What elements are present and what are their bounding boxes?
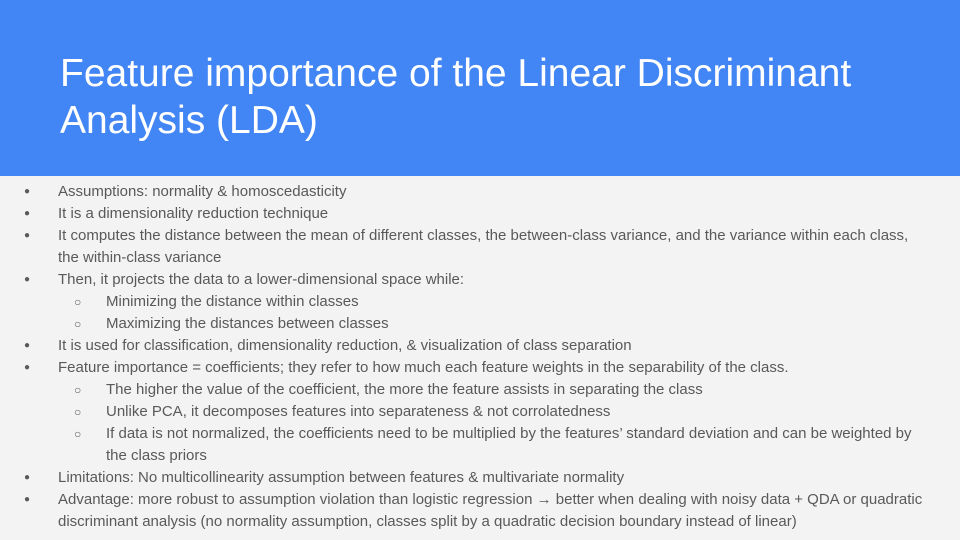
slide-body: Assumptions: normality & homoscedasticit… (0, 181, 960, 533)
bullet-item: It computes the distance between the mea… (0, 225, 960, 269)
bullet-item: Feature importance = coefficients; they … (0, 357, 960, 379)
bullet-item: Assumptions: normality & homoscedasticit… (0, 181, 960, 203)
bullet-item: Limitations: No multicollinearity assump… (0, 467, 960, 489)
sub-bullet-item: Unlike PCA, it decomposes features into … (0, 401, 960, 423)
bullet-item: It is used for classification, dimension… (0, 335, 960, 357)
sub-bullet-item: Minimizing the distance within classes (0, 291, 960, 313)
bullet-item: Advantage: more robust to assumption vio… (0, 489, 960, 533)
sub-bullet-item: The higher the value of the coefficient,… (0, 379, 960, 401)
bullet-item: It is a dimensionality reduction techniq… (0, 203, 960, 225)
bullet-list: Assumptions: normality & homoscedasticit… (0, 181, 960, 533)
sub-bullet-item: If data is not normalized, the coefficie… (0, 423, 960, 467)
title-banner: Feature importance of the Linear Discrim… (0, 0, 960, 176)
sub-bullet-item: Maximizing the distances between classes (0, 313, 960, 335)
bullet-item: Then, it projects the data to a lower-di… (0, 269, 960, 291)
slide-title: Feature importance of the Linear Discrim… (60, 52, 852, 142)
